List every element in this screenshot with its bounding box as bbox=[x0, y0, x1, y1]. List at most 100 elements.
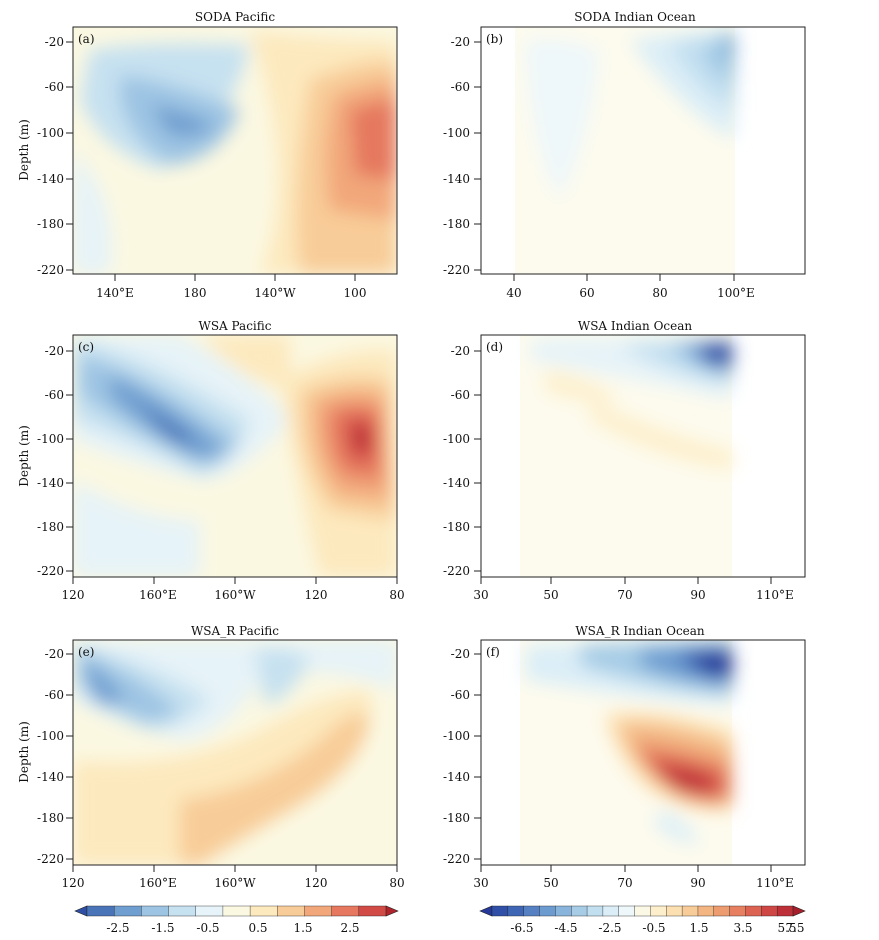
panel-f-xtick-1: 50 bbox=[543, 876, 558, 890]
panel-a-ytick-1: -60 bbox=[45, 80, 64, 94]
colorbar-tick-label: -0.5 bbox=[642, 921, 665, 935]
panel-c-ytick-4: -180 bbox=[37, 520, 64, 534]
panel-d: WSA Indian Ocean (d) -20 -60 -100 -140 -… bbox=[443, 319, 806, 602]
panel-d-ytick-2: -100 bbox=[443, 432, 470, 446]
colorbar-swatch bbox=[277, 905, 305, 917]
panel-f-xaxis: 30 50 70 90 110°E bbox=[473, 865, 794, 890]
panel-a-xtick-3: 100 bbox=[344, 286, 367, 300]
panel-f-ytick-2: -100 bbox=[443, 729, 470, 743]
colorbar-swatch bbox=[650, 905, 667, 917]
colorbar-tick-label: -2.5 bbox=[598, 921, 621, 935]
panel-d-xtick-4: 110°E bbox=[756, 588, 794, 602]
panel-d-xtick-2: 70 bbox=[617, 588, 632, 602]
panel-b-xtick-1: 60 bbox=[579, 286, 594, 300]
panel-b-yaxis: -20 -60 -100 -140 -180 -220 bbox=[443, 35, 481, 277]
colorbar-swatch bbox=[539, 905, 556, 917]
panel-d-xtick-3: 90 bbox=[690, 588, 705, 602]
colorbar-end-low bbox=[74, 905, 88, 917]
panel-e-ytick-3: -140 bbox=[37, 770, 64, 784]
colorbar-swatch bbox=[523, 905, 541, 917]
panel-f-ytick-0: -20 bbox=[451, 647, 470, 661]
panel-b-ytick-2: -100 bbox=[443, 126, 470, 140]
panel-b-ytick-5: -220 bbox=[443, 263, 470, 277]
colorbar-swatch bbox=[195, 905, 224, 917]
colorbar-tick-label: 2.5 bbox=[340, 921, 359, 935]
panel-f-title: WSA_R Indian Ocean bbox=[575, 624, 705, 638]
panel-a-ytick-4: -180 bbox=[37, 217, 64, 231]
panel-f-label: (f) bbox=[486, 645, 500, 659]
panel-a-label: (a) bbox=[78, 32, 95, 46]
panel-b-ytick-4: -180 bbox=[443, 217, 470, 231]
panel-e-label: (e) bbox=[78, 645, 94, 659]
panel-f-ytick-5: -220 bbox=[443, 852, 470, 866]
colorbar-swatch bbox=[358, 905, 387, 917]
panel-b-ytick-1: -60 bbox=[451, 80, 470, 94]
panel-e-xtick-0: 120 bbox=[62, 876, 85, 890]
panel-a-title: SODA Pacific bbox=[195, 10, 275, 24]
panel-a-ytick-0: -20 bbox=[45, 35, 64, 49]
panel-a-ytick-3: -140 bbox=[37, 172, 64, 186]
panel-c-label: (c) bbox=[78, 340, 94, 354]
colorbar-swatch bbox=[555, 905, 572, 917]
colorbar-tick-label: 0.5 bbox=[248, 921, 267, 935]
panel-d-ytick-1: -60 bbox=[451, 388, 470, 402]
panel-a-ylabel: Depth (m) bbox=[17, 119, 31, 181]
panel-e-xtick-2: 160°W bbox=[214, 876, 256, 890]
colorbar-tick-label: -6.5 bbox=[510, 921, 533, 935]
panel-d-ytick-5: -220 bbox=[443, 564, 470, 578]
colorbar-swatch bbox=[331, 905, 360, 917]
colorbar-end-high bbox=[792, 905, 806, 917]
colorbar-swatch bbox=[507, 905, 525, 917]
panel-d-field bbox=[481, 335, 805, 577]
colorbar-swatch bbox=[729, 905, 746, 917]
panel-a-xtick-0: 140°E bbox=[96, 286, 134, 300]
panel-e-ytick-2: -100 bbox=[37, 729, 64, 743]
panel-b-label: (b) bbox=[486, 32, 503, 46]
colorbar-swatch bbox=[168, 905, 197, 917]
panel-c-field bbox=[73, 335, 397, 577]
panel-a-ytick-5: -220 bbox=[37, 263, 64, 277]
panel-d-xtick-1: 50 bbox=[543, 588, 558, 602]
colorbar-swatch bbox=[761, 905, 778, 917]
panel-d-xaxis: 30 50 70 90 110°E bbox=[473, 577, 794, 602]
colorbar-swatch bbox=[681, 905, 699, 917]
colorbar-swatch bbox=[141, 905, 170, 917]
panel-e-field bbox=[73, 640, 397, 865]
panel-e-ytick-0: -20 bbox=[45, 647, 64, 661]
colorbar-swatch bbox=[304, 905, 333, 917]
panel-c-yaxis: -20 -60 -100 -140 -180 -220 bbox=[37, 344, 73, 578]
panel-e-xaxis: 120 160°E 160°W 120 80 bbox=[62, 865, 405, 890]
colorbar-tick-label: -2.5 bbox=[106, 921, 129, 935]
panel-e-xtick-3: 120 bbox=[305, 876, 328, 890]
colorbar-swatch bbox=[713, 905, 731, 917]
panel-e-yaxis: -20 -60 -100 -140 -180 -220 bbox=[37, 647, 73, 866]
panel-c-ytick-1: -60 bbox=[45, 388, 64, 402]
colorbar-right: -6.5 -4.5 -2.5 -0.5 1.5 3.5 5.57.5 bbox=[479, 905, 806, 935]
panel-f: WSA_R Indian Ocean (f) -20 - bbox=[443, 624, 806, 890]
panel-b-xtick-2: 80 bbox=[652, 286, 667, 300]
panel-c-xtick-4: 80 bbox=[389, 588, 404, 602]
panel-f-yaxis: -20 -60 -100 -140 -180 -220 bbox=[443, 647, 481, 866]
panel-e-ylabel: Depth (m) bbox=[17, 721, 31, 783]
panel-b-xtick-0: 40 bbox=[506, 286, 521, 300]
panel-b: SODA Indian Ocean (b) -20 -60 -100 -140 … bbox=[443, 10, 806, 300]
panel-c-ylabel: Depth (m) bbox=[17, 425, 31, 487]
panel-d-yaxis: -20 -60 -100 -140 -180 -220 bbox=[443, 344, 481, 578]
colorbar-tick-label: -1.5 bbox=[151, 921, 174, 935]
colorbar-swatch bbox=[491, 905, 509, 917]
panel-d-ytick-0: -20 bbox=[451, 344, 470, 358]
panel-b-ytick-0: -20 bbox=[451, 35, 470, 49]
colorbar-tick-label: -0.5 bbox=[196, 921, 219, 935]
colorbar-swatch bbox=[666, 905, 683, 917]
colorbar-tick-label: -4.5 bbox=[554, 921, 577, 935]
colorbar-swatch bbox=[113, 905, 142, 917]
panel-f-xtick-3: 90 bbox=[690, 876, 705, 890]
colorbar-swatch bbox=[86, 905, 115, 917]
colorbar-swatch bbox=[776, 905, 794, 917]
colorbar-swatch bbox=[602, 905, 620, 917]
panel-e-title: WSA_R Pacific bbox=[191, 624, 279, 638]
colorbar-swatch bbox=[222, 905, 251, 917]
colorbar-end-high bbox=[385, 905, 399, 917]
colorbar-tick-label: 3.5 bbox=[733, 921, 752, 935]
